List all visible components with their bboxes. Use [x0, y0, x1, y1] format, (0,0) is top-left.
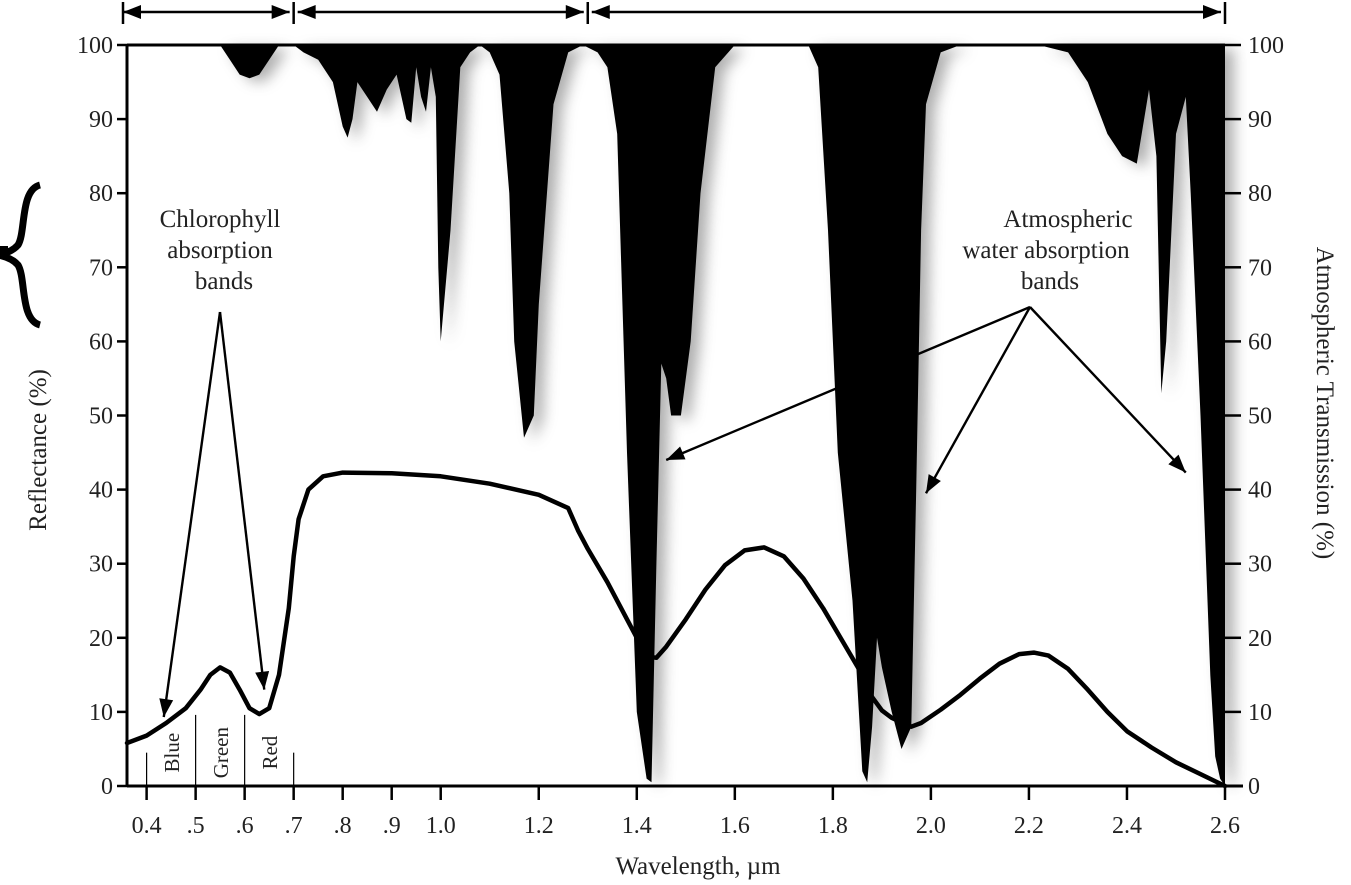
- reflectance-curve: [124, 470, 1228, 789]
- y2-tick-label: 100: [1248, 33, 1284, 59]
- water-arrow-1-9: [924, 306, 1032, 494]
- y-tick-label: 10: [89, 700, 113, 726]
- region-arrow-head: [1203, 5, 1221, 19]
- chlorophyll-arrow-red: [218, 311, 266, 690]
- x-tick-label: 2.6: [1210, 813, 1240, 839]
- chlorophyll-label-line-2: absorption: [167, 237, 273, 264]
- region-arrow-head: [297, 5, 316, 19]
- y-tick-label: 0: [101, 774, 113, 800]
- x-tick-label: 0.4: [132, 813, 162, 839]
- y2-tick-label: 90: [1248, 107, 1272, 133]
- y2-axis-title: Atmospheric Transmission (%): [1311, 247, 1338, 560]
- x-tick-label: 1.8: [818, 813, 848, 839]
- tick-marks: 0 10 20 30 40 50 60 70 80 90 100 0 10 20 30 40 50 60 70 80 9…: [77, 33, 1284, 839]
- x-tick-label: .8: [334, 813, 352, 839]
- region-arrow-head: [565, 5, 584, 19]
- band-label-green: Green: [209, 727, 233, 779]
- annotation-arrows: [159, 305, 1187, 718]
- water-label-line-2: water absorption: [962, 237, 1130, 264]
- x-tick-label: .7: [285, 813, 303, 839]
- water-label-line-3: bands: [1021, 268, 1079, 295]
- x-tick-label: 1.0: [426, 813, 456, 839]
- water-arrow-2-5-head: [1168, 454, 1186, 473]
- y-tick-label: 60: [89, 329, 113, 355]
- water-arrow-1-4-head: [666, 446, 686, 460]
- y2-tick-label: 70: [1248, 255, 1272, 281]
- x-tick-label: 2.4: [1112, 813, 1142, 839]
- water-arrow-1-4: [665, 305, 1031, 462]
- y2-tick-label: 40: [1248, 478, 1272, 504]
- x-tick-label: .5: [187, 813, 205, 839]
- chlorophyll-label-line-1: Chlorophyll: [160, 206, 281, 233]
- x-tick-label: 2.2: [1014, 813, 1044, 839]
- region-arrow-head: [123, 5, 141, 19]
- y-tick-label: 50: [89, 404, 113, 430]
- y2-tick-label: 30: [1248, 552, 1272, 578]
- x-tick-label: 2.0: [916, 813, 946, 839]
- x-tick-label: .6: [236, 813, 254, 839]
- x-tick-label: 1.4: [622, 813, 652, 839]
- water-arrow-1-9-head: [925, 474, 941, 494]
- y-tick-label: 80: [89, 181, 113, 207]
- y2-tick-label: 20: [1248, 626, 1272, 652]
- y-tick-label: 40: [89, 478, 113, 504]
- region-arrow-head: [591, 5, 610, 19]
- transmission-shadow: [136, 49, 1234, 790]
- atmospheric-transmission-area: [127, 45, 1234, 790]
- y2-tick-label: 0: [1248, 774, 1260, 800]
- y2-tick-label: 60: [1248, 329, 1272, 355]
- chlorophyll-label-line-3: bands: [195, 268, 253, 295]
- water-label-line-1: Atmospheric: [1003, 206, 1132, 233]
- visible-band-boxes: Blue Green Red: [146, 714, 295, 786]
- y-axis-title: Reflectance (%): [25, 369, 52, 531]
- y2-tick-label: 80: [1248, 181, 1272, 207]
- y-tick-label: 70: [89, 255, 113, 281]
- x-tick-label: 1.2: [524, 813, 554, 839]
- chlorophyll-arrow-blue-head: [159, 698, 174, 718]
- y-tick-label: 30: [89, 552, 113, 578]
- water-arrow-2-5: [1029, 306, 1187, 474]
- chlorophyll-arrow-red-head: [255, 670, 270, 690]
- y-tick-label: 90: [89, 107, 113, 133]
- y2-tick-label: 50: [1248, 404, 1272, 430]
- y2-tick-label: 10: [1248, 700, 1272, 726]
- band-label-red: Red: [258, 735, 282, 769]
- annotations: Chlorophyll absorption bands Atmospheric…: [159, 206, 1187, 718]
- region-arrows: [121, 2, 1227, 24]
- transmission-fill: [127, 45, 1225, 786]
- x-tick-label: 1.6: [720, 813, 750, 839]
- left-brace-icon: [0, 181, 42, 329]
- y-tick-label: 100: [77, 33, 113, 59]
- y-tick-label: 20: [89, 626, 113, 652]
- x-axis-title: Wavelength, µm: [615, 853, 781, 880]
- x-tick-label: .9: [383, 813, 401, 839]
- region-arrow-head: [271, 5, 290, 19]
- band-label-blue: Blue: [160, 733, 184, 773]
- chlorophyll-arrow-blue: [162, 311, 222, 718]
